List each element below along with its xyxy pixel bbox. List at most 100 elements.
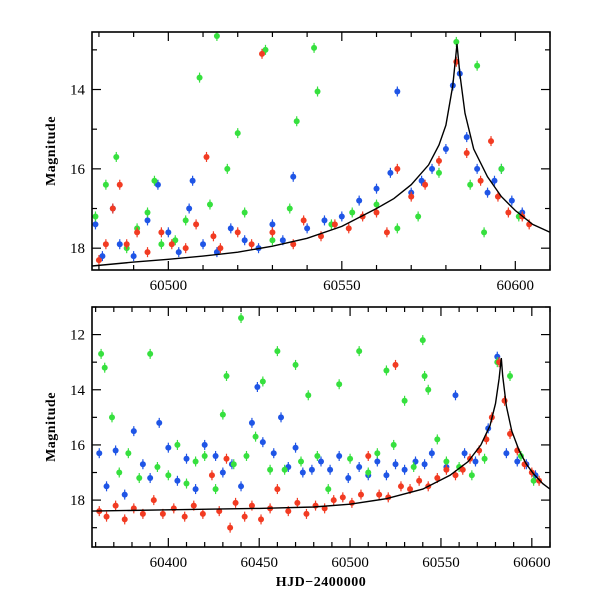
bottom-y-tick-label: 14 — [70, 383, 86, 399]
bottom-red-point — [376, 491, 383, 498]
bottom-red-point — [397, 483, 404, 490]
bottom-blue-point — [270, 450, 277, 457]
top-green-point — [262, 46, 269, 53]
top-green-point — [182, 217, 189, 224]
bottom-blue-point — [374, 458, 381, 465]
top-panel-frame — [91, 31, 551, 271]
bottom-green-point — [421, 372, 428, 379]
top-red-point — [505, 209, 512, 216]
top-blue-point — [269, 221, 276, 228]
top-blue-point — [189, 177, 196, 184]
top-panel-points — [92, 32, 533, 266]
bottom-green-point — [507, 372, 514, 379]
top-blue-point — [130, 253, 137, 260]
bottom-green-point — [356, 348, 363, 355]
top-green-point — [293, 118, 300, 125]
top-panel: 60500 60550 60600 14 16 18 Magnitude — [44, 31, 551, 294]
bottom-green-point — [243, 452, 250, 459]
top-blue-point — [227, 225, 234, 232]
bottom-green-point — [274, 348, 281, 355]
bottom-green-point — [443, 458, 450, 465]
bottom-blue-point — [259, 439, 266, 446]
bottom-green-point — [401, 397, 408, 404]
top-red-point — [290, 241, 297, 248]
bottom-blue-point — [254, 384, 261, 390]
bottom-green-point — [108, 414, 115, 421]
top-red-point — [168, 241, 175, 248]
bottom-green-point — [298, 458, 305, 465]
bottom-red-point — [294, 499, 301, 506]
bottom-red-point — [223, 455, 230, 462]
top-green-point — [269, 237, 276, 244]
bottom-red-point — [159, 510, 166, 517]
top-red-point — [331, 221, 338, 228]
bottom-red-point — [452, 472, 459, 479]
bottom-blue-point — [503, 450, 510, 457]
top-red-point — [95, 257, 102, 264]
top-green-point — [144, 209, 151, 216]
top-panel-ticks: 60500 60550 60600 14 16 18 — [70, 32, 551, 294]
bottom-blue-point — [183, 455, 190, 462]
top-panel-y-axis-label: Magnitude — [44, 116, 59, 186]
bottom-green-point — [165, 472, 172, 479]
bottom-blue-point — [308, 466, 315, 473]
top-red-point — [102, 241, 109, 248]
bottom-green-point — [154, 464, 161, 470]
bottom-blue-point — [112, 447, 119, 454]
top-red-point — [234, 229, 241, 236]
top-green-point — [467, 181, 474, 188]
bottom-blue-point — [238, 483, 245, 490]
top-red-point — [422, 181, 429, 188]
top-blue-point — [279, 237, 286, 244]
bottom-green-point — [252, 433, 259, 440]
bottom-blue-point — [461, 450, 468, 457]
bottom-green-point — [98, 350, 105, 357]
top-x-tick-label: 60550 — [323, 278, 361, 294]
bottom-red-point — [357, 491, 364, 498]
top-blue-point — [213, 249, 220, 256]
top-green-point — [196, 74, 203, 81]
top-blue-point — [463, 134, 470, 141]
bottom-red-point — [170, 505, 177, 512]
top-blue-point — [92, 221, 99, 228]
top-blue-point — [373, 185, 380, 192]
bottom-red-point — [434, 475, 441, 482]
bottom-red-point — [274, 486, 281, 493]
bottom-green-point — [201, 452, 208, 459]
top-blue-point — [508, 197, 515, 204]
top-blue-point — [154, 181, 161, 188]
bottom-red-point — [248, 502, 255, 509]
top-green-point — [453, 38, 460, 45]
top-red-point — [345, 225, 352, 232]
top-red-point — [373, 209, 380, 216]
top-red-point — [193, 221, 200, 228]
bottom-panel-frame — [91, 306, 551, 548]
bottom-green-point — [365, 469, 372, 476]
top-blue-point — [186, 205, 193, 212]
top-green-point — [224, 165, 231, 172]
top-red-point — [435, 157, 442, 164]
top-green-point — [498, 165, 505, 172]
bottom-panel-model-curve — [92, 357, 550, 512]
top-blue-point — [418, 177, 425, 184]
top-blue-point — [200, 241, 207, 248]
top-y-tick-label: 18 — [70, 241, 85, 257]
top-red-point — [158, 229, 165, 236]
bottom-blue-point — [248, 419, 255, 426]
top-red-point — [477, 177, 484, 184]
top-blue-point — [241, 237, 248, 244]
bottom-blue-point — [345, 475, 352, 482]
bottom-red-point — [208, 472, 215, 479]
bottom-green-point — [374, 450, 381, 457]
bottom-green-point — [174, 441, 181, 448]
bottom-green-point — [223, 372, 230, 379]
top-x-tick-label: 60500 — [150, 278, 188, 294]
bottom-blue-point — [299, 469, 306, 476]
bottom-green-point — [147, 350, 154, 357]
top-blue-point — [304, 225, 311, 232]
top-blue-point — [165, 229, 172, 236]
bottom-blue-point — [103, 483, 110, 490]
x-axis-label: HJD−2400000 — [276, 575, 366, 590]
bottom-red-point — [507, 430, 514, 437]
bottom-blue-point — [383, 472, 390, 479]
